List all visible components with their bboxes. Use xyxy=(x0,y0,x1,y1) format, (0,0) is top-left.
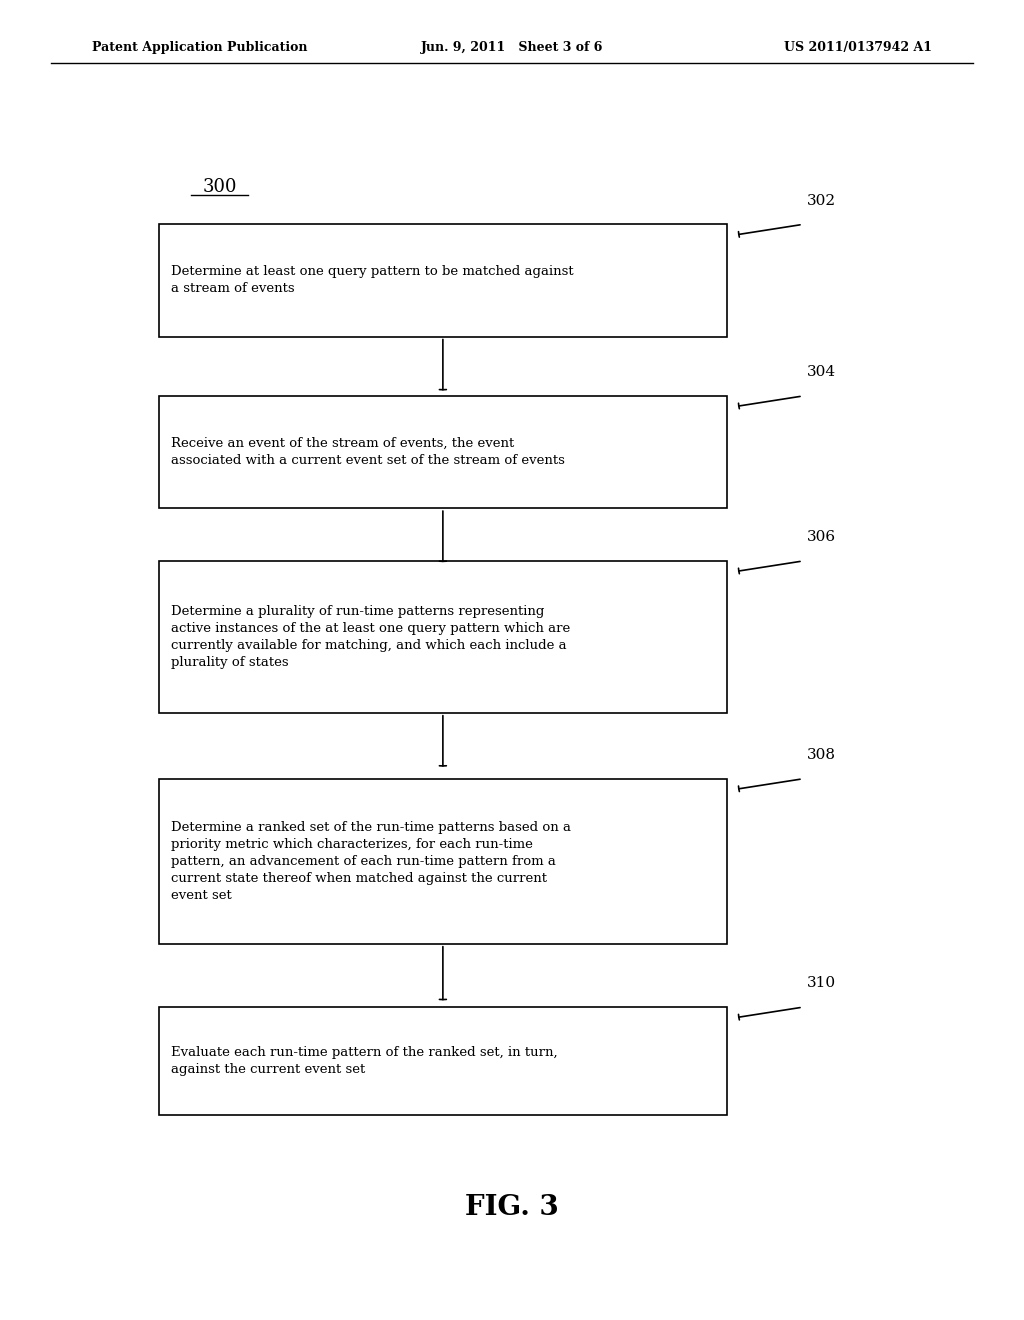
Text: 300: 300 xyxy=(203,178,238,197)
Text: Jun. 9, 2011   Sheet 3 of 6: Jun. 9, 2011 Sheet 3 of 6 xyxy=(421,41,603,54)
Text: 304: 304 xyxy=(807,366,836,379)
FancyBboxPatch shape xyxy=(159,224,727,337)
Text: Receive an event of the stream of events, the event
associated with a current ev: Receive an event of the stream of events… xyxy=(171,437,565,467)
Text: US 2011/0137942 A1: US 2011/0137942 A1 xyxy=(783,41,932,54)
Text: 310: 310 xyxy=(807,977,836,990)
Text: Patent Application Publication: Patent Application Publication xyxy=(92,41,307,54)
Text: FIG. 3: FIG. 3 xyxy=(465,1195,559,1221)
Text: Determine at least one query pattern to be matched against
a stream of events: Determine at least one query pattern to … xyxy=(171,265,573,296)
FancyBboxPatch shape xyxy=(159,1007,727,1115)
Text: Determine a ranked set of the run-time patterns based on a
priority metric which: Determine a ranked set of the run-time p… xyxy=(171,821,571,902)
FancyBboxPatch shape xyxy=(159,561,727,713)
Text: 306: 306 xyxy=(807,531,836,544)
Text: Evaluate each run-time pattern of the ranked set, in turn,
against the current e: Evaluate each run-time pattern of the ra… xyxy=(171,1047,558,1076)
Text: 302: 302 xyxy=(807,194,836,207)
Text: Determine a plurality of run-time patterns representing
active instances of the : Determine a plurality of run-time patter… xyxy=(171,605,570,669)
Text: 308: 308 xyxy=(807,748,836,762)
FancyBboxPatch shape xyxy=(159,396,727,508)
FancyBboxPatch shape xyxy=(159,779,727,944)
